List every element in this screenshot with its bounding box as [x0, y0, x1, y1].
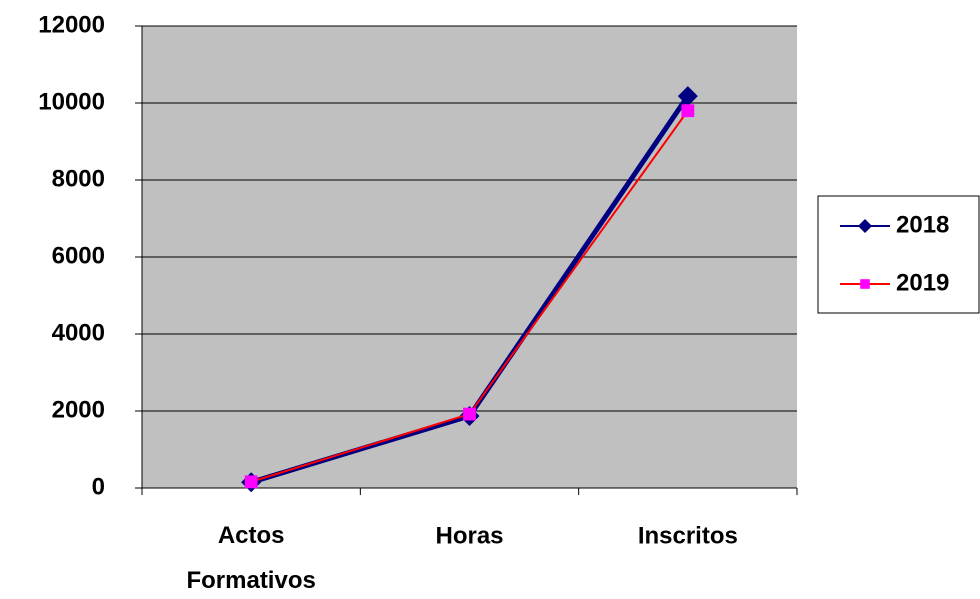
y-tick-label: 8000: [52, 165, 105, 192]
marker: [463, 407, 476, 421]
y-tick-label: 2000: [52, 396, 105, 423]
y-tick-label: 12000: [38, 11, 105, 38]
y-tick-label: 6000: [52, 242, 105, 269]
x-tick-label: Inscritos: [638, 522, 738, 549]
y-tick-label: 10000: [38, 88, 105, 115]
marker: [677, 86, 698, 107]
marker: [244, 475, 258, 489]
legend-box: [817, 195, 980, 314]
y-tick-label: 4000: [52, 319, 105, 346]
x-tick-label: Actos Formativos: [186, 522, 315, 594]
x-tick-label: Horas: [435, 522, 503, 549]
y-tick-label: 0: [92, 473, 105, 500]
marker: [860, 279, 870, 289]
marker: [681, 104, 695, 118]
legend-label: 2019: [896, 269, 949, 296]
marker: [858, 219, 872, 233]
legend-label: 2018: [896, 211, 949, 238]
